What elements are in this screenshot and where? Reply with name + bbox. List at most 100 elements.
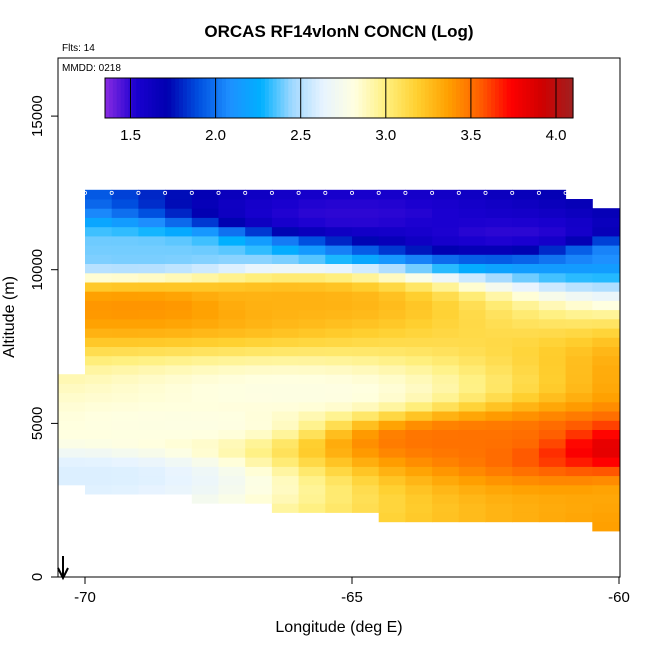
colorbar-swatch: [565, 78, 570, 118]
heatmap-cell: [271, 411, 300, 421]
heatmap-cell: [458, 512, 486, 523]
heatmap-cell: [191, 475, 219, 486]
colorbar-swatch: [366, 78, 371, 118]
heatmap-cell: [405, 512, 433, 523]
heatmap-cell: [458, 429, 486, 440]
heatmap-cell: [485, 420, 513, 430]
heatmap-cell: [512, 328, 540, 338]
heatmap-cell: [85, 392, 113, 403]
heatmap-cell: [458, 420, 486, 430]
heatmap-cell: [325, 235, 353, 246]
heatmap-cell: [458, 208, 486, 218]
heatmap-cell: [298, 475, 326, 486]
heatmap-cell: [352, 484, 380, 495]
heatmap-cell: [565, 383, 593, 394]
colorbar-swatch: [147, 78, 153, 118]
heatmap-cell: [538, 374, 567, 384]
heatmap-cell: [85, 429, 113, 440]
heatmap-cell: [458, 318, 486, 329]
heatmap-cell: [271, 429, 300, 440]
heatmap-cell: [271, 291, 300, 301]
colorbar-swatch: [456, 78, 461, 118]
heatmap-cell: [352, 245, 380, 255]
heatmap-cell: [325, 272, 353, 283]
x-tick-label: -65: [341, 589, 363, 606]
heatmap-cell: [325, 346, 353, 357]
heatmap-cell: [111, 189, 139, 200]
heatmap-cell: [512, 383, 540, 394]
heatmap-cell: [271, 245, 300, 255]
heatmap-cell: [405, 254, 433, 264]
heatmap-cell: [58, 392, 86, 403]
heatmap-cell: [565, 245, 593, 255]
heatmap-cell: [432, 309, 460, 320]
heatmap-cell: [538, 189, 567, 200]
heatmap-cell: [85, 337, 113, 347]
heatmap-cell: [592, 217, 620, 228]
heatmap-cell: [538, 245, 567, 255]
heatmap-cell: [432, 208, 460, 218]
colorbar-swatch: [452, 78, 457, 118]
colorbar-swatch: [335, 78, 340, 118]
colorbar-swatch: [183, 78, 188, 118]
heatmap-cell: [432, 189, 460, 200]
heatmap-cell: [432, 245, 460, 255]
heatmap-cell: [512, 374, 540, 384]
colorbar-swatch: [514, 78, 519, 118]
heatmap-cell: [58, 401, 86, 412]
colorbar-swatch: [116, 78, 122, 118]
heatmap-cell: [565, 318, 593, 329]
heatmap-cell: [218, 235, 246, 246]
heatmap-cell: [111, 199, 139, 209]
heatmap-cell: [138, 328, 166, 338]
heatmap-cell: [432, 318, 460, 329]
heatmap-cell: [565, 429, 593, 440]
heatmap-cell: [245, 401, 273, 412]
heatmap-cell: [58, 466, 86, 477]
heatmap-cell: [592, 383, 620, 394]
heatmap-cell: [165, 282, 193, 292]
heatmap-cell: [538, 466, 567, 477]
heatmap-cell: [512, 457, 540, 467]
heatmap-cell: [458, 300, 486, 311]
heatmap-cell: [191, 346, 219, 357]
heatmap-cell: [378, 438, 406, 449]
heatmap-cell: [538, 346, 567, 357]
heatmap-cell: [111, 226, 139, 237]
heatmap-cell: [485, 300, 513, 311]
colorbar-swatch: [190, 78, 196, 118]
heatmap-cell: [138, 447, 166, 458]
heatmap-cell: [405, 374, 433, 384]
heatmap-cell: [85, 355, 113, 366]
heatmap-cell: [245, 438, 273, 449]
heatmap-cell: [111, 392, 139, 403]
heatmap-cell: [325, 226, 353, 237]
heatmap-cell: [512, 420, 540, 430]
heatmap-cell: [111, 420, 139, 430]
heatmap-cell: [165, 438, 193, 449]
heatmap-cell: [458, 438, 486, 449]
heatmap-cell: [138, 420, 166, 430]
colorbar-swatch: [405, 78, 410, 118]
heatmap-cell: [138, 245, 166, 255]
colorbar-swatch: [175, 78, 180, 118]
heatmap-cell: [271, 337, 300, 347]
heatmap-cell: [565, 374, 593, 384]
colorbar-swatch: [432, 78, 438, 118]
colorbar-swatch: [280, 78, 285, 118]
heatmap-cell: [245, 337, 273, 347]
heatmap-cell: [298, 466, 326, 477]
heatmap-cell: [138, 365, 166, 375]
heatmap-cell: [378, 457, 406, 467]
heatmap-cell: [458, 447, 486, 458]
heatmap-cell: [592, 300, 620, 311]
heatmap-cell: [191, 245, 219, 255]
heatmap-cell: [218, 438, 246, 449]
heatmap-cell: [165, 291, 193, 301]
heatmap-cell: [245, 355, 273, 366]
heatmap-cell: [138, 374, 166, 384]
flight-track-point: [627, 218, 632, 223]
heatmap-cell: [138, 466, 166, 477]
heatmap-cell: [352, 226, 380, 237]
colorbar-tick-label: 1.5: [120, 127, 141, 144]
